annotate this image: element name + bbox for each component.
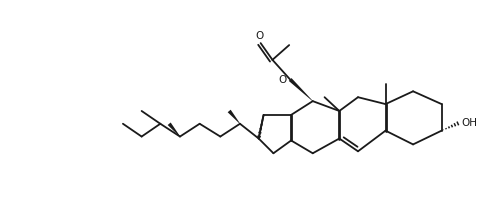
Polygon shape <box>168 122 180 137</box>
Polygon shape <box>289 78 313 101</box>
Text: O: O <box>256 31 264 41</box>
Text: O: O <box>278 74 286 85</box>
Polygon shape <box>228 110 240 124</box>
Text: OH: OH <box>461 118 477 128</box>
